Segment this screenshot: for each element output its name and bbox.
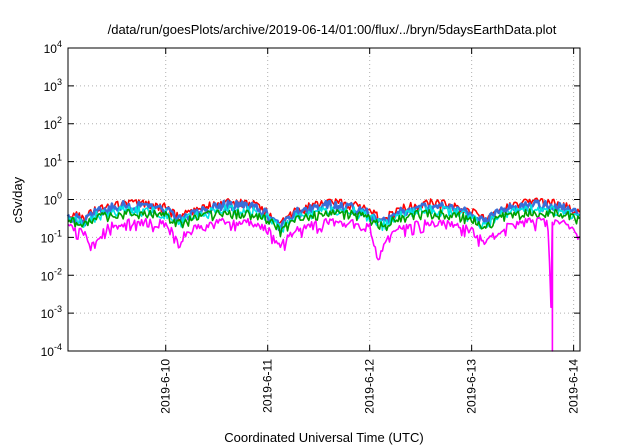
x-axis-label: Coordinated Universal Time (UTC) (224, 430, 423, 445)
x-tick-label: 2019-6-10 (159, 359, 173, 414)
series-line (67, 208, 581, 238)
x-tick-label: 2019-6-12 (363, 359, 377, 414)
y-axis-label: cSv/day (10, 176, 25, 223)
y-tick-label: 100 (44, 191, 62, 208)
y-tick-label: 10-4 (41, 342, 62, 359)
y-tick-label: 10-1 (41, 228, 62, 245)
y-tick-label: 103 (44, 77, 62, 94)
y-tick-label: 10-2 (41, 266, 62, 283)
y-tick-label: 101 (44, 153, 62, 170)
y-tick-label: 104 (44, 39, 62, 56)
x-tick-label: 2019-6-13 (465, 359, 479, 414)
y-tick-label: 102 (44, 115, 62, 132)
grid (68, 48, 580, 351)
chart-title: /data/run/goesPlots/archive/2019-06-14/0… (108, 22, 557, 37)
y-tick-label: 10-3 (41, 304, 62, 321)
series-group (66, 197, 581, 352)
series-line (66, 199, 581, 232)
x-tick-label: 2019-6-11 (261, 359, 275, 413)
x-tick-label: 2019-6-14 (567, 359, 581, 414)
series-line (67, 217, 581, 352)
